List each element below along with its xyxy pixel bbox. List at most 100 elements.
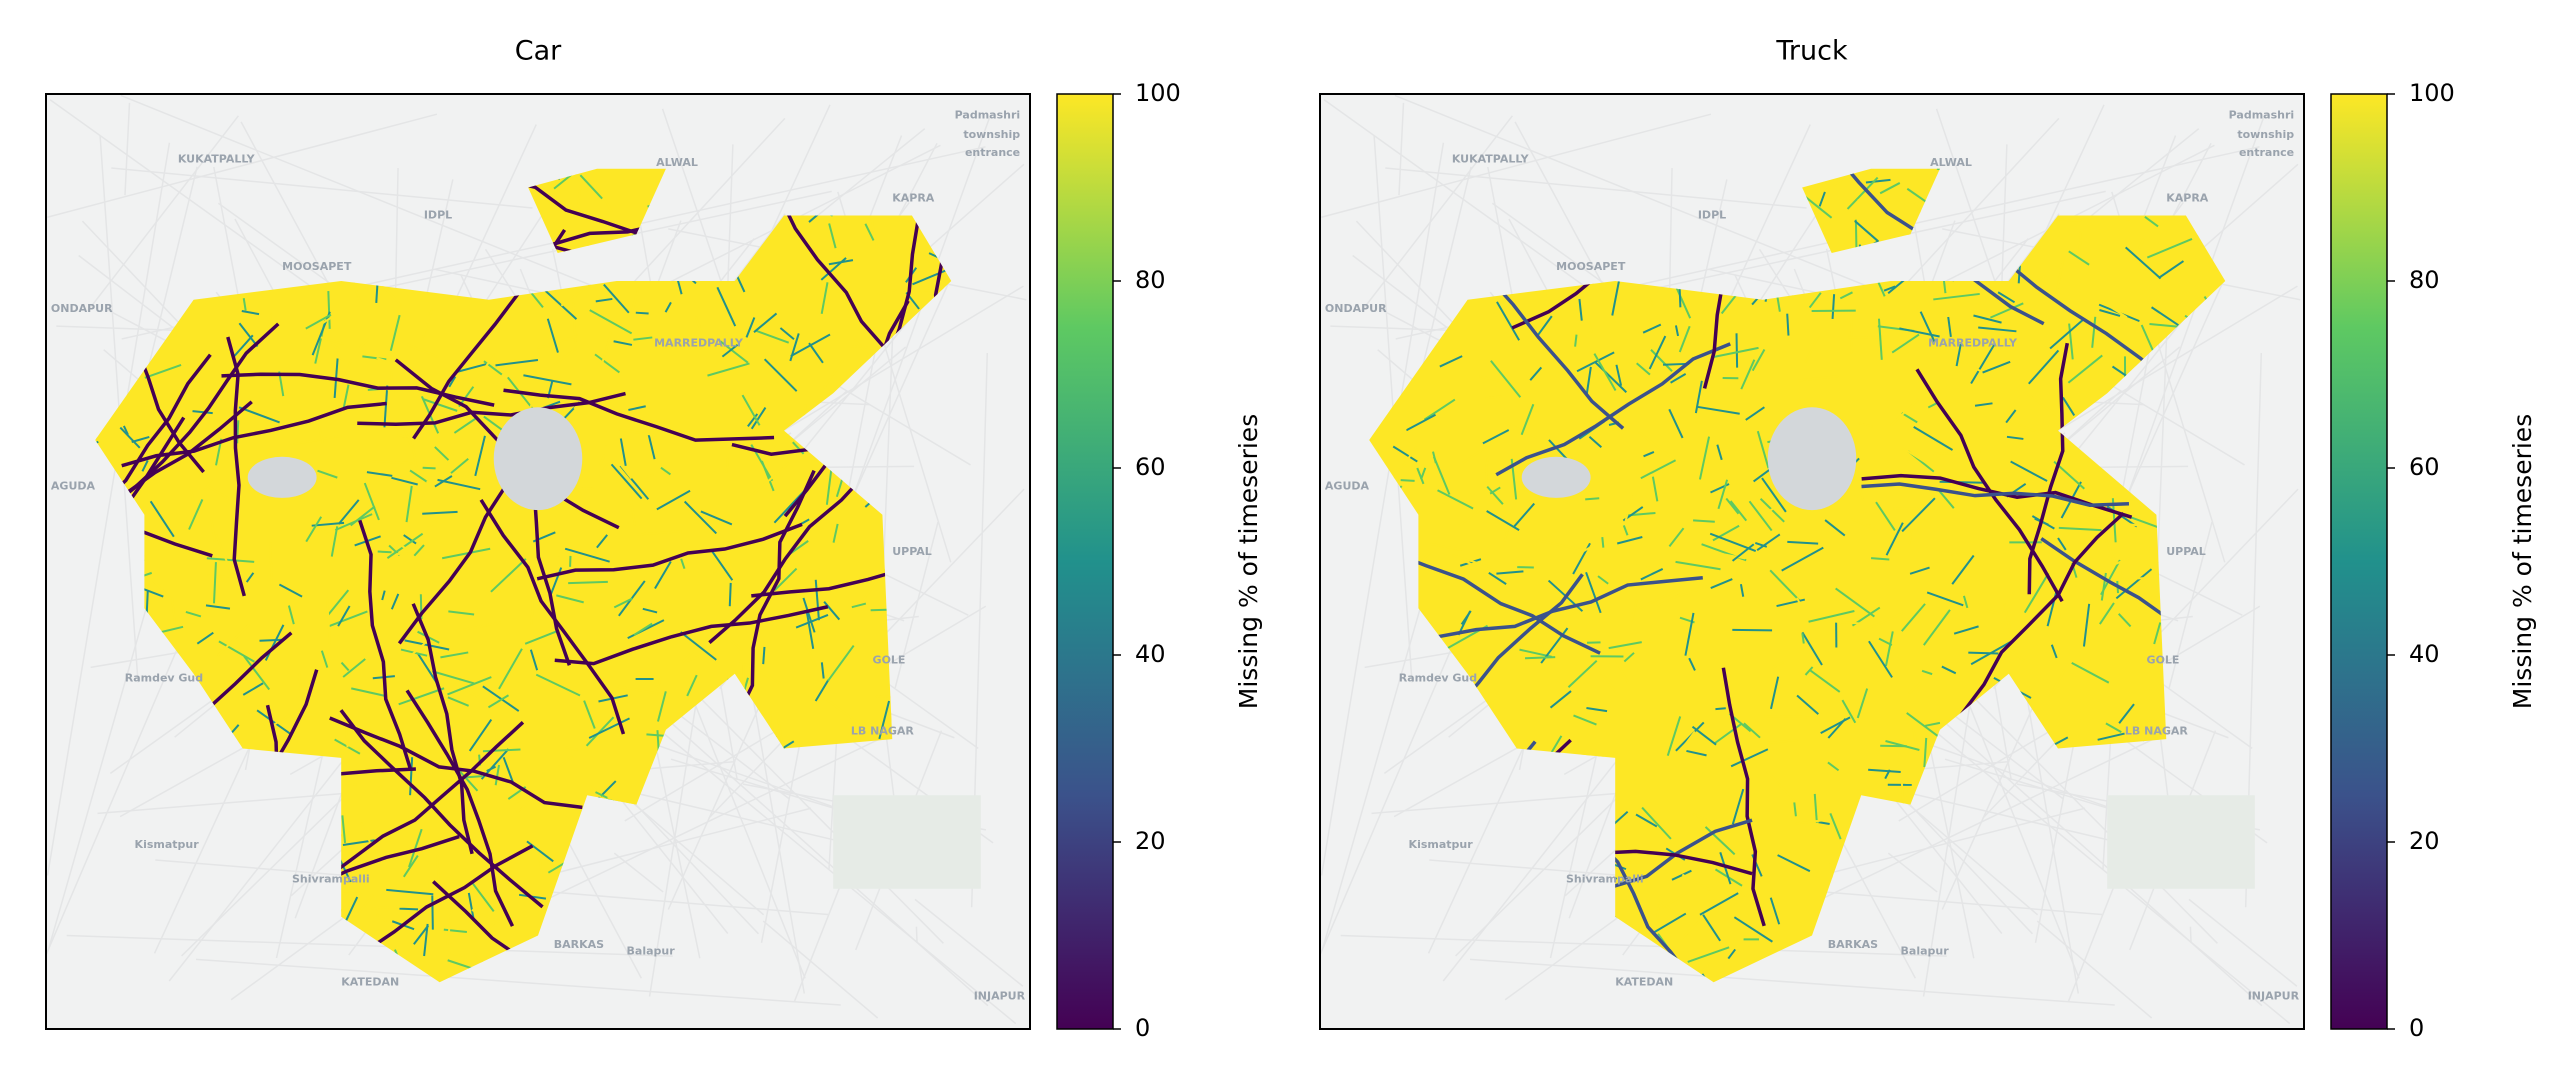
colorbar-tick-label: 60 <box>2409 453 2440 481</box>
basemap-label: KAPRA <box>892 192 935 205</box>
colorbar-tick-label: 80 <box>1135 266 1166 294</box>
road-segment <box>423 468 436 469</box>
road-segment <box>207 576 234 577</box>
basemap-label: Ramdev Gud <box>1399 671 1477 684</box>
road-segment <box>1525 657 1555 658</box>
basemap-area <box>2107 795 2255 889</box>
road-main <box>0 0 144 109</box>
basemap-label: IDPL <box>424 209 452 222</box>
basemap-street <box>916 927 917 943</box>
colorbar-tick-label: 100 <box>2409 79 2455 107</box>
road-segment <box>497 400 507 401</box>
basemap-label: LB NAGAR <box>851 725 914 738</box>
road-segment <box>399 909 418 910</box>
road-segment <box>636 313 649 314</box>
basemap-label: LB NAGAR <box>2125 725 2188 738</box>
road-segment <box>1401 480 1415 481</box>
basemap-label: entrance <box>2239 146 2294 159</box>
road-segment <box>1893 508 1918 509</box>
basemap-label: entrance <box>965 146 1020 159</box>
basemap-label: Padmashri <box>955 109 1021 122</box>
road-segment <box>2088 518 2107 519</box>
road-segment <box>1936 1028 1971 1046</box>
road-segment <box>568 582 608 583</box>
road-segment <box>1765 716 1812 717</box>
basemap-label: KUKATPALLY <box>1452 152 1530 165</box>
colorbar-label: Missing % of timeseries <box>2508 414 2537 709</box>
road-segment <box>871 610 887 611</box>
basemap-label: Shivrampalli <box>1566 872 1644 885</box>
road-segment <box>364 658 396 659</box>
colorbar-tick-label: 0 <box>1135 1014 1150 1042</box>
road-segment <box>1301 371 1322 376</box>
colorbar-tick-label: 40 <box>1135 640 1166 668</box>
road-segment <box>1487 458 1488 482</box>
road-segment <box>378 552 392 553</box>
basemap-label: KAPRA <box>2166 192 2209 205</box>
basemap-label: Shivrampalli <box>292 872 370 885</box>
basemap-label: ALWAL <box>656 156 698 169</box>
basemap-label: ALWAL <box>1930 156 1972 169</box>
basemap-label: UPPAL <box>892 545 932 558</box>
road-main <box>1003 737 1269 809</box>
road-main <box>1023 441 1206 626</box>
basemap-label: Kismatpur <box>135 838 200 851</box>
road-segment <box>1715 708 1725 709</box>
colorbar-tick-label: 60 <box>1135 453 1166 481</box>
road-segment <box>1585 498 1599 499</box>
road-segment <box>1853 475 1870 476</box>
basemap-label: GOLE <box>873 654 906 667</box>
basemap-label: ONDAPUR <box>51 302 113 315</box>
colorbar-tick-label: 80 <box>2409 266 2440 294</box>
basemap-label: MARREDPALLY <box>1928 337 2018 350</box>
basemap-label: KATEDAN <box>341 975 399 988</box>
road-segment <box>730 583 731 606</box>
colorbar-tick-label: 100 <box>1135 79 1181 107</box>
basemap-label: MOOSAPET <box>1556 260 1626 273</box>
road-segment <box>237 420 238 443</box>
colorbar-tick-label: 0 <box>2409 1014 2424 1042</box>
road-segment <box>1968 653 1998 654</box>
colorbar <box>2331 94 2387 1029</box>
lake <box>1522 457 1591 498</box>
basemap-label: MOOSAPET <box>282 260 352 273</box>
basemap-label: Kismatpur <box>1409 838 1474 851</box>
basemap-label: INJAPUR <box>974 989 1026 1002</box>
road-segment <box>763 647 764 664</box>
colorbar-tick-label: 20 <box>2409 827 2440 855</box>
basemap-area <box>833 795 981 889</box>
basemap-label: GOLE <box>2147 654 2180 667</box>
basemap-label: township <box>2237 128 2294 141</box>
basemap-label: AGUDA <box>51 480 96 493</box>
basemap-label: KATEDAN <box>1615 975 1673 988</box>
basemap-label: IDPL <box>1698 209 1726 222</box>
lake <box>494 407 583 510</box>
lake <box>1768 407 1857 510</box>
road-segment <box>1737 333 1738 367</box>
road-segment <box>1787 314 1788 336</box>
colorbar <box>1057 94 1113 1029</box>
road-segment <box>432 896 433 930</box>
road-segment <box>1871 558 1889 559</box>
basemap-label: KUKATPALLY <box>178 152 256 165</box>
basemap-label: MARREDPALLY <box>654 337 744 350</box>
colorbar-tick-label: 20 <box>1135 827 1166 855</box>
road-segment <box>2088 567 2105 568</box>
basemap-label: Balapur <box>1901 944 1950 957</box>
lake <box>248 457 317 498</box>
basemap-label: Padmashri <box>2229 109 2295 122</box>
basemap-label: township <box>963 128 1020 141</box>
basemap-label: INJAPUR <box>2248 989 2300 1002</box>
basemap-street <box>2190 927 2191 943</box>
road-segment <box>1279 383 1322 398</box>
panel-title: Car <box>515 36 562 67</box>
road-segment <box>328 291 329 329</box>
basemap-label: ONDAPUR <box>1325 302 1387 315</box>
basemap-label: Balapur <box>627 944 676 957</box>
road-segment <box>852 347 868 348</box>
basemap-label: UPPAL <box>2166 545 2206 558</box>
basemap-label: BARKAS <box>554 938 604 951</box>
road-main <box>642 1027 875 1078</box>
basemap-label: Ramdev Gud <box>125 671 203 684</box>
